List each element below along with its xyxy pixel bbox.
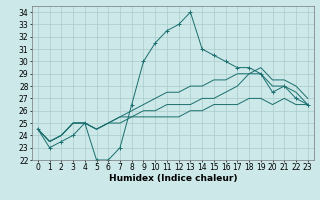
X-axis label: Humidex (Indice chaleur): Humidex (Indice chaleur) (108, 174, 237, 183)
